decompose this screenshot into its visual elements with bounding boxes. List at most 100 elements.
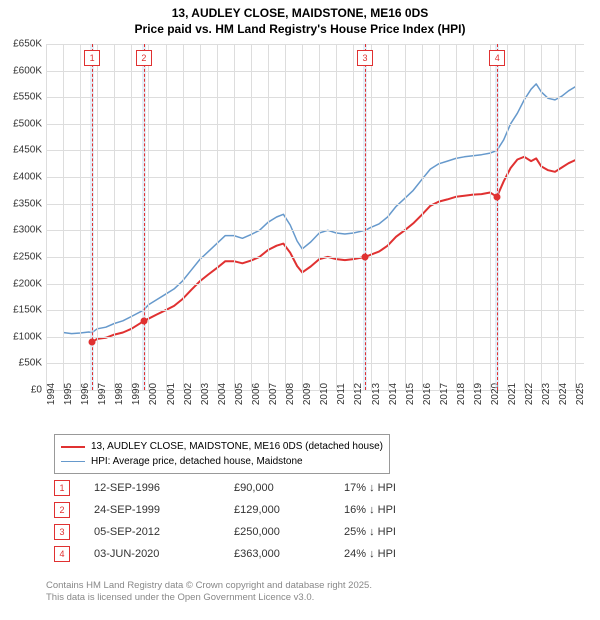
gridline-h xyxy=(46,363,584,364)
y-tick-label: £100K xyxy=(13,331,42,342)
x-tick-label: 2024 xyxy=(558,383,569,405)
x-tick-label: 2015 xyxy=(405,383,416,405)
sale-row: 112-SEP-1996£90,00017% ↓ HPI xyxy=(54,480,454,502)
sale-date: 05-SEP-2012 xyxy=(94,526,234,538)
x-tick-label: 2021 xyxy=(507,383,518,405)
sale-diff: 24% ↓ HPI xyxy=(344,548,454,560)
sale-price: £250,000 xyxy=(234,526,344,538)
x-tick-label: 2013 xyxy=(371,383,382,405)
x-tick-label: 2017 xyxy=(439,383,450,405)
gridline-v xyxy=(319,44,320,390)
gridline-v xyxy=(371,44,372,390)
x-tick-label: 2019 xyxy=(473,383,484,405)
footer-line-2: This data is licensed under the Open Gov… xyxy=(46,592,372,604)
gridline-v xyxy=(541,44,542,390)
chart-title: 13, AUDLEY CLOSE, MAIDSTONE, ME16 0DS Pr… xyxy=(0,0,600,37)
sale-date: 12-SEP-1996 xyxy=(94,482,234,494)
y-tick-label: £600K xyxy=(13,65,42,76)
x-tick-label: 2003 xyxy=(200,383,211,405)
gridline-v xyxy=(46,44,47,390)
sale-point xyxy=(494,193,501,200)
plot-area: £0£50K£100K£150K£200K£250K£300K£350K£400… xyxy=(46,44,584,390)
gridline-v xyxy=(507,44,508,390)
gridline-v xyxy=(131,44,132,390)
sales-table: 112-SEP-1996£90,00017% ↓ HPI224-SEP-1999… xyxy=(54,480,454,568)
x-tick-label: 1998 xyxy=(114,383,125,405)
chart-lines xyxy=(46,44,584,390)
gridline-v xyxy=(251,44,252,390)
gridline-v xyxy=(114,44,115,390)
gridline-v xyxy=(490,44,491,390)
x-tick-label: 2006 xyxy=(251,383,262,405)
y-tick-label: £250K xyxy=(13,251,42,262)
gridline-v xyxy=(200,44,201,390)
legend-label: 13, AUDLEY CLOSE, MAIDSTONE, ME16 0DS (d… xyxy=(91,439,383,454)
x-tick-label: 2004 xyxy=(217,383,228,405)
x-tick-label: 2010 xyxy=(319,383,330,405)
y-tick-label: £550K xyxy=(13,92,42,103)
gridline-v xyxy=(234,44,235,390)
sale-number: 2 xyxy=(54,502,70,518)
gridline-h xyxy=(46,310,584,311)
sale-number: 3 xyxy=(54,524,70,540)
gridline-v xyxy=(268,44,269,390)
sale-row: 3 05-SEP-2012£250,00025% ↓ HPI xyxy=(54,524,454,546)
x-tick-label: 2014 xyxy=(388,383,399,405)
y-tick-label: £0 xyxy=(31,385,42,396)
gridline-v xyxy=(456,44,457,390)
gridline-h xyxy=(46,150,584,151)
gridline-v xyxy=(353,44,354,390)
gridline-v xyxy=(63,44,64,390)
gridline-v xyxy=(166,44,167,390)
x-tick-label: 2005 xyxy=(234,383,245,405)
sale-diff: 25% ↓ HPI xyxy=(344,526,454,538)
legend: 13, AUDLEY CLOSE, MAIDSTONE, ME16 0DS (d… xyxy=(54,434,390,474)
sale-date: 03-JUN-2020 xyxy=(94,548,234,560)
gridline-v xyxy=(285,44,286,390)
y-tick-label: £400K xyxy=(13,172,42,183)
x-tick-label: 2001 xyxy=(166,383,177,405)
title-line-1: 13, AUDLEY CLOSE, MAIDSTONE, ME16 0DS xyxy=(0,6,600,22)
gridline-v xyxy=(97,44,98,390)
x-tick-label: 2009 xyxy=(302,383,313,405)
gridline-h xyxy=(46,124,584,125)
footer-line-1: Contains HM Land Registry data © Crown c… xyxy=(46,580,372,592)
title-line-2: Price paid vs. HM Land Registry's House … xyxy=(0,22,600,38)
gridline-v xyxy=(336,44,337,390)
x-tick-label: 2022 xyxy=(524,383,535,405)
sale-point xyxy=(362,253,369,260)
y-tick-label: £150K xyxy=(13,305,42,316)
y-tick-label: £200K xyxy=(13,278,42,289)
gridline-h xyxy=(46,204,584,205)
legend-swatch xyxy=(61,446,85,448)
x-tick-label: 1995 xyxy=(63,383,74,405)
gridline-v xyxy=(524,44,525,390)
sale-diff: 17% ↓ HPI xyxy=(344,482,454,494)
y-tick-label: £650K xyxy=(13,39,42,50)
x-tick-label: 1994 xyxy=(46,383,57,405)
marker-line xyxy=(144,44,145,390)
gridline-h xyxy=(46,284,584,285)
x-tick-label: 2016 xyxy=(422,383,433,405)
gridline-h xyxy=(46,177,584,178)
legend-label: HPI: Average price, detached house, Maid… xyxy=(91,454,303,469)
sale-price: £90,000 xyxy=(234,482,344,494)
gridline-v xyxy=(558,44,559,390)
gridline-h xyxy=(46,230,584,231)
gridline-v xyxy=(148,44,149,390)
gridline-h xyxy=(46,337,584,338)
legend-row: HPI: Average price, detached house, Maid… xyxy=(61,454,383,469)
gridline-v xyxy=(80,44,81,390)
gridline-h xyxy=(46,257,584,258)
x-tick-label: 2011 xyxy=(336,383,347,405)
gridline-h xyxy=(46,390,584,391)
x-tick-label: 1997 xyxy=(97,383,108,405)
footer: Contains HM Land Registry data © Crown c… xyxy=(46,580,372,605)
sale-row: 403-JUN-2020£363,00024% ↓ HPI xyxy=(54,546,454,568)
x-tick-label: 2008 xyxy=(285,383,296,405)
sale-price: £129,000 xyxy=(234,504,344,516)
gridline-v xyxy=(405,44,406,390)
x-tick-label: 2007 xyxy=(268,383,279,405)
legend-swatch xyxy=(61,461,85,462)
legend-row: 13, AUDLEY CLOSE, MAIDSTONE, ME16 0DS (d… xyxy=(61,439,383,454)
